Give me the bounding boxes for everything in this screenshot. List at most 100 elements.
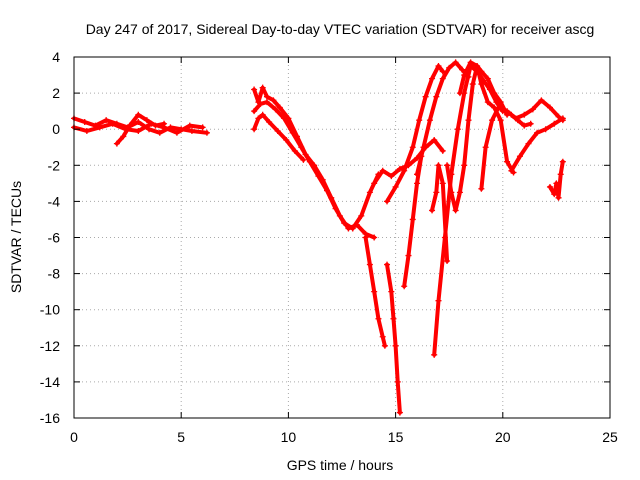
y-axis-label: SDTVAR / TECUs [8, 181, 24, 293]
data-point [257, 100, 264, 107]
data-point [300, 156, 307, 163]
data-point [512, 115, 519, 122]
data-point [349, 225, 356, 232]
data-point [251, 126, 258, 133]
y-tick-label: -16 [40, 410, 60, 426]
data-point [396, 409, 403, 416]
series-trace [457, 60, 516, 175]
grid-lines [74, 57, 610, 418]
data-point [444, 162, 451, 169]
data-point [135, 111, 142, 118]
data-point [555, 113, 562, 120]
data-point [188, 128, 195, 135]
data-point [276, 104, 283, 111]
data-point [156, 129, 163, 136]
x-tick-label: 25 [602, 429, 618, 445]
data-point [489, 117, 496, 124]
series-trace [252, 100, 381, 231]
data-point [405, 252, 412, 259]
data-point [362, 234, 369, 241]
data-point [379, 333, 386, 340]
data-point [263, 99, 270, 106]
data-point [431, 351, 438, 358]
data-point [456, 90, 463, 97]
data-point [497, 99, 504, 106]
series-arc-12 [414, 59, 472, 178]
data-point [298, 144, 305, 151]
x-tick-label: 15 [388, 429, 404, 445]
data-point [452, 59, 459, 66]
data-point [186, 122, 193, 129]
data-point [388, 173, 395, 180]
data-point [315, 173, 322, 180]
data-point [439, 75, 446, 82]
data-point [375, 315, 382, 322]
series-trace [430, 163, 450, 263]
x-axis-ticks: 0 5 10 15 20 25 [70, 57, 618, 445]
data-point [381, 342, 388, 349]
data-point [103, 117, 110, 124]
data-point [152, 122, 159, 129]
data-point [497, 117, 504, 124]
data-point [534, 129, 541, 136]
data-point [452, 207, 459, 214]
data-point [478, 185, 485, 192]
series-arc-20 [546, 158, 566, 201]
data-point [96, 124, 103, 131]
data-point [557, 171, 564, 178]
data-point [542, 126, 549, 133]
data-point [546, 104, 553, 111]
data-point [504, 158, 511, 165]
y-tick-label: -12 [40, 338, 60, 354]
data-point [495, 104, 502, 111]
series-arc-18 [508, 115, 566, 174]
data-point [371, 288, 378, 295]
x-tick-label: 5 [177, 429, 185, 445]
data-point [379, 167, 386, 174]
chart-title: Day 247 of 2017, Sidereal Day-to-day VTE… [86, 21, 595, 37]
y-tick-label: -10 [40, 302, 60, 318]
data-point [448, 189, 455, 196]
data-point [461, 162, 468, 169]
data-point [266, 118, 273, 125]
data-point [291, 147, 298, 154]
series-arc-14 [429, 162, 451, 264]
data-point [371, 234, 378, 241]
data-point [508, 167, 515, 174]
y-tick-label: 0 [52, 121, 60, 137]
series-arc-7 [362, 234, 388, 349]
data-point [401, 167, 408, 174]
data-point [251, 86, 258, 93]
data-point [113, 140, 120, 147]
data-point [323, 187, 330, 194]
data-point [126, 122, 133, 129]
data-point [251, 108, 258, 115]
data-point [109, 120, 116, 127]
data-point [482, 144, 489, 151]
series-arc-8 [384, 261, 403, 416]
y-tick-label: -8 [48, 266, 61, 282]
data-point [390, 315, 397, 322]
data-point [396, 165, 403, 172]
data-point [392, 183, 399, 190]
data-point [401, 283, 408, 290]
data-point [469, 81, 476, 88]
data-point [366, 261, 373, 268]
data-point [289, 129, 296, 136]
data-point [433, 189, 440, 196]
series-trace [509, 116, 565, 173]
data-point [555, 194, 562, 201]
data-point [366, 189, 373, 196]
data-point [553, 180, 560, 187]
data-point [414, 171, 421, 178]
data-point [283, 137, 290, 144]
series-arc-15 [444, 63, 511, 214]
data-point [484, 99, 491, 106]
data-point [439, 147, 446, 154]
data-point [484, 75, 491, 82]
data-point [416, 117, 423, 124]
series-arc-3 [113, 111, 168, 147]
data-point [388, 288, 395, 295]
data-point [491, 90, 498, 97]
data-point [83, 128, 90, 135]
